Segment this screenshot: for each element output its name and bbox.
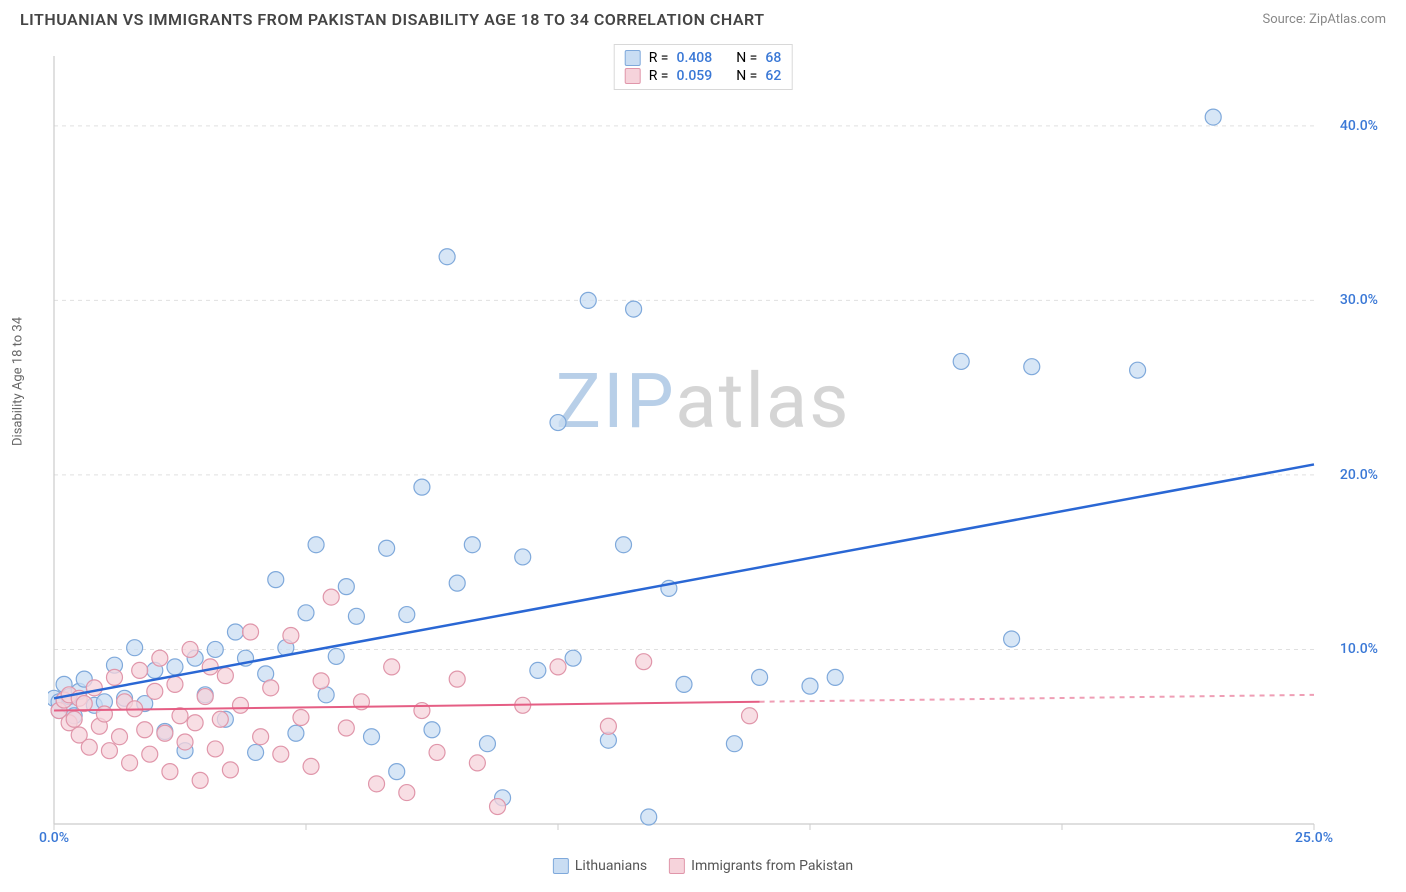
- legend-R-value-b: 0.059: [677, 68, 713, 84]
- legend-R-prefix: R =: [649, 68, 669, 84]
- swatch-series-b: [625, 68, 641, 84]
- x-tick-label: 0.0%: [39, 830, 69, 846]
- legend-label-b: Immigrants from Pakistan: [691, 858, 853, 874]
- swatch-series-b: [669, 858, 685, 874]
- y-axis-label: Disability Age 18 to 34: [11, 317, 26, 446]
- source-label: Source: ZipAtlas.com: [1262, 12, 1386, 27]
- legend-item-series-a: Lithuanians: [553, 858, 647, 874]
- y-tick-label: 20.0%: [1340, 467, 1378, 483]
- legend-row-series-b: R = 0.059 N = 62: [625, 67, 782, 85]
- legend-label-a: Lithuanians: [575, 858, 647, 874]
- y-tick-label: 30.0%: [1340, 292, 1378, 308]
- chart-title: LITHUANIAN VS IMMIGRANTS FROM PAKISTAN D…: [20, 10, 765, 29]
- legend-row-series-a: R = 0.408 N = 68: [625, 49, 782, 67]
- legend-N-value-a: 68: [765, 50, 781, 66]
- scatter-chart-svg: [48, 40, 1386, 842]
- legend-N-value-b: 62: [765, 68, 781, 84]
- legend-N-prefix: N =: [736, 68, 757, 84]
- legend-R-value-a: 0.408: [677, 50, 713, 66]
- chart-area: [48, 40, 1386, 842]
- y-tick-label: 40.0%: [1340, 118, 1378, 134]
- x-tick-label: 25.0%: [1295, 830, 1333, 846]
- y-tick-label: 10.0%: [1340, 641, 1378, 657]
- legend-bottom: Lithuanians Immigrants from Pakistan: [553, 858, 853, 874]
- legend-correlation-box: R = 0.408 N = 68 R = 0.059 N = 62: [614, 44, 793, 90]
- legend-item-series-b: Immigrants from Pakistan: [669, 858, 853, 874]
- swatch-series-a: [553, 858, 569, 874]
- legend-R-prefix: R =: [649, 50, 669, 66]
- swatch-series-a: [625, 50, 641, 66]
- legend-N-prefix: N =: [736, 50, 757, 66]
